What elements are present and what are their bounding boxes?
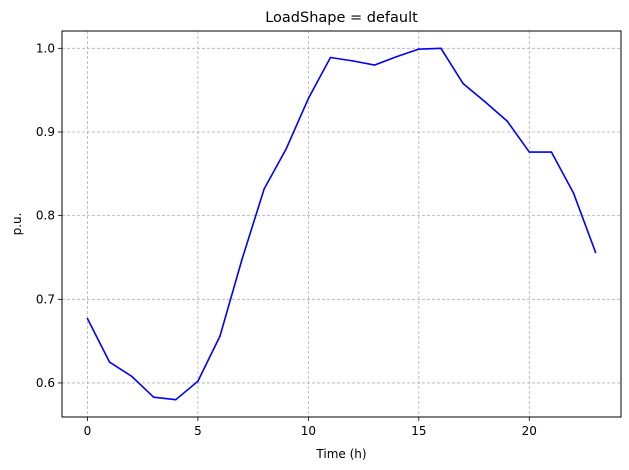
x-tick-label: 10	[301, 424, 316, 438]
data-point	[241, 258, 243, 260]
data-point	[418, 48, 420, 50]
data-point	[152, 396, 155, 398]
plot-area-frame	[61, 30, 622, 418]
x-axis-label: Time (h)	[315, 447, 366, 461]
data-point	[285, 147, 288, 150]
data-point	[572, 192, 575, 194]
series-layer	[86, 47, 597, 401]
data-point	[307, 97, 310, 100]
data-point	[550, 151, 553, 153]
x-tick-label: 20	[522, 424, 537, 438]
data-point	[440, 47, 442, 50]
data-point	[86, 317, 89, 320]
data-point	[263, 188, 265, 190]
data-point	[329, 56, 332, 59]
y-axis-label: p.u.	[10, 213, 24, 236]
data-point	[197, 380, 199, 383]
chart-title: LoadShape = default	[265, 10, 418, 26]
grid-lines	[62, 31, 621, 417]
data-point	[174, 398, 177, 401]
x-axis-ticks: 0 5 10 15 20	[84, 417, 537, 438]
data-point	[108, 361, 111, 363]
data-point	[462, 82, 464, 85]
data-point	[130, 375, 133, 378]
x-tick-label: 15	[411, 424, 426, 438]
series-line	[86, 47, 597, 401]
y-tick-label: 0.6	[36, 376, 55, 390]
data-point	[528, 151, 531, 153]
data-point	[351, 60, 354, 62]
y-tick-label: 0.7	[36, 292, 55, 306]
x-tick-label: 5	[194, 424, 202, 438]
y-tick-label: 1.0	[36, 41, 55, 55]
x-tick-label: 0	[84, 424, 92, 438]
data-point	[484, 101, 486, 103]
data-point	[373, 64, 376, 66]
data-point	[506, 120, 509, 122]
y-axis-ticks: 0.6 0.7 0.8 0.9 1.0	[36, 41, 62, 390]
data-point	[594, 251, 597, 254]
y-tick-label: 0.8	[36, 209, 55, 223]
data-point	[395, 55, 398, 58]
data-point	[219, 335, 221, 337]
y-tick-label: 0.9	[36, 125, 55, 139]
